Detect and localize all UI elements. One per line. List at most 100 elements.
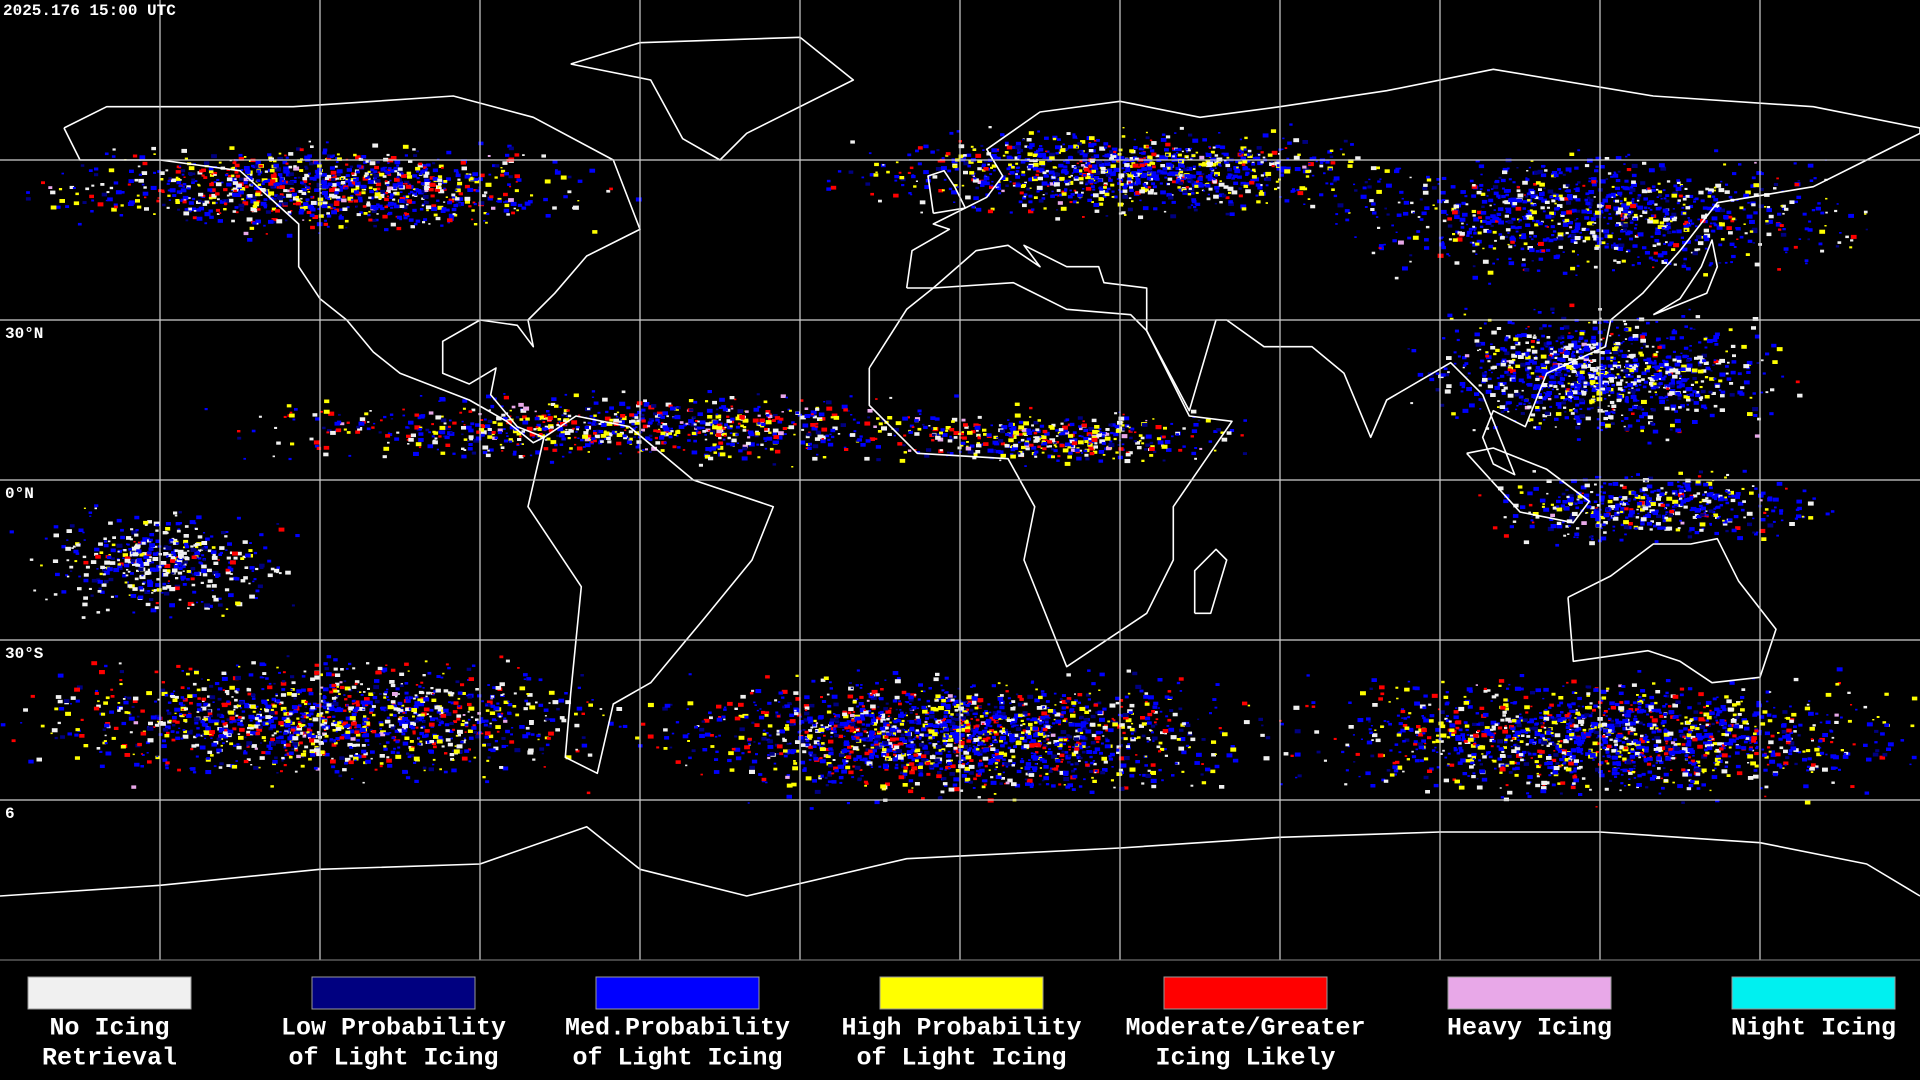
icing-speckle — [921, 741, 924, 743]
icing-speckle — [304, 734, 307, 736]
icing-speckle — [1389, 773, 1395, 777]
icing-speckle — [1647, 757, 1653, 761]
icing-speckle — [996, 710, 1002, 714]
icing-speckle — [884, 679, 887, 681]
icing-speckle — [1776, 763, 1782, 767]
icing-speckle — [1087, 669, 1091, 672]
icing-speckle — [225, 740, 228, 743]
icing-speckle — [1447, 752, 1451, 755]
icing-speckle — [123, 700, 129, 705]
icing-speckle — [851, 737, 856, 741]
icing-speckle — [368, 692, 374, 696]
icing-speckle — [728, 751, 734, 756]
icing-speckle — [1668, 748, 1674, 752]
icing-speckle — [1095, 711, 1099, 714]
icing-speckle — [428, 722, 435, 727]
icing-speckle — [1449, 763, 1455, 767]
icing-speckle — [344, 762, 348, 765]
icing-speckle — [1551, 783, 1556, 787]
icing-speckle — [166, 709, 170, 712]
icing-speckle — [1835, 682, 1840, 686]
icing-speckle — [1724, 695, 1729, 699]
icing-speckle — [889, 707, 892, 710]
icing-speckle — [1083, 778, 1086, 781]
icing-speckle — [1047, 709, 1054, 713]
icing-speckle — [1672, 703, 1678, 708]
icing-speckle — [348, 706, 355, 711]
icing-speckle — [1882, 721, 1887, 724]
icing-speckle — [1064, 751, 1069, 754]
icing-speckle — [1424, 742, 1427, 745]
icing-speckle — [296, 726, 303, 731]
icing-speckle — [945, 704, 951, 708]
icing-speckle — [117, 550, 120, 553]
icing-speckle — [352, 720, 356, 723]
icing-speckle — [1305, 704, 1309, 708]
icing-speckle — [1703, 714, 1706, 716]
icing-speckle — [222, 742, 225, 745]
icing-speckle — [1511, 749, 1517, 753]
icing-speckle — [1551, 720, 1558, 725]
icing-speckle — [1596, 723, 1599, 725]
icing-speckle — [875, 737, 881, 742]
icing-speckle — [1108, 728, 1114, 733]
icing-speckle — [974, 693, 979, 697]
icing-speckle — [1764, 731, 1770, 736]
icing-speckle — [963, 750, 970, 755]
icing-speckle — [1421, 715, 1424, 717]
icing-speckle — [1064, 736, 1067, 739]
icing-speckle — [933, 718, 938, 721]
icing-speckle — [1653, 744, 1659, 748]
icing-speckle — [402, 741, 409, 746]
icing-speckle — [989, 743, 993, 745]
icing-speckle — [1629, 726, 1634, 730]
icing-speckle — [1535, 763, 1538, 766]
icing-speckle — [482, 743, 486, 747]
icing-speckle — [1079, 735, 1086, 740]
icing-speckle — [1492, 728, 1496, 731]
icing-speckle — [1825, 692, 1832, 697]
icing-speckle — [1580, 732, 1587, 736]
icing-speckle — [865, 731, 869, 734]
icing-speckle — [448, 701, 451, 704]
icing-speckle — [1635, 720, 1640, 724]
icing-speckle — [1840, 749, 1844, 752]
icing-speckle — [715, 750, 719, 753]
icing-speckle — [1721, 744, 1726, 747]
icing-speckle — [1050, 733, 1056, 737]
icing-speckle — [804, 695, 810, 700]
icing-speckle — [150, 715, 157, 720]
icing-speckle — [943, 724, 948, 728]
icing-speckle — [1756, 729, 1762, 734]
icing-speckle — [751, 759, 758, 764]
icing-speckle — [1015, 741, 1022, 746]
icing-speckle — [197, 697, 201, 700]
icing-speckle — [505, 729, 510, 734]
icing-speckle — [264, 702, 268, 706]
icing-speckle — [1005, 765, 1009, 768]
icing-speckle — [457, 705, 461, 708]
icing-speckle — [869, 730, 875, 735]
icing-speckle — [817, 741, 820, 744]
icing-speckle — [970, 718, 973, 720]
icing-speckle — [985, 730, 992, 735]
icing-speckle — [525, 726, 530, 730]
icing-speckle — [248, 582, 251, 585]
icing-speckle — [189, 701, 193, 705]
icing-speckle — [687, 733, 690, 735]
icing-speckle — [1643, 757, 1649, 762]
icing-speckle — [102, 573, 106, 576]
icing-speckle — [813, 756, 819, 761]
icing-speckle — [918, 765, 923, 769]
icing-speckle — [952, 727, 956, 731]
icing-speckle — [1010, 748, 1013, 751]
icing-speckle — [1428, 719, 1434, 723]
icing-speckle — [1071, 788, 1076, 791]
icing-speckle — [558, 698, 565, 703]
icing-speckle — [1360, 738, 1363, 740]
icing-speckle — [1042, 706, 1045, 708]
icing-speckle — [1602, 746, 1607, 749]
icing-speckle — [687, 740, 690, 742]
icing-speckle — [1471, 755, 1476, 759]
